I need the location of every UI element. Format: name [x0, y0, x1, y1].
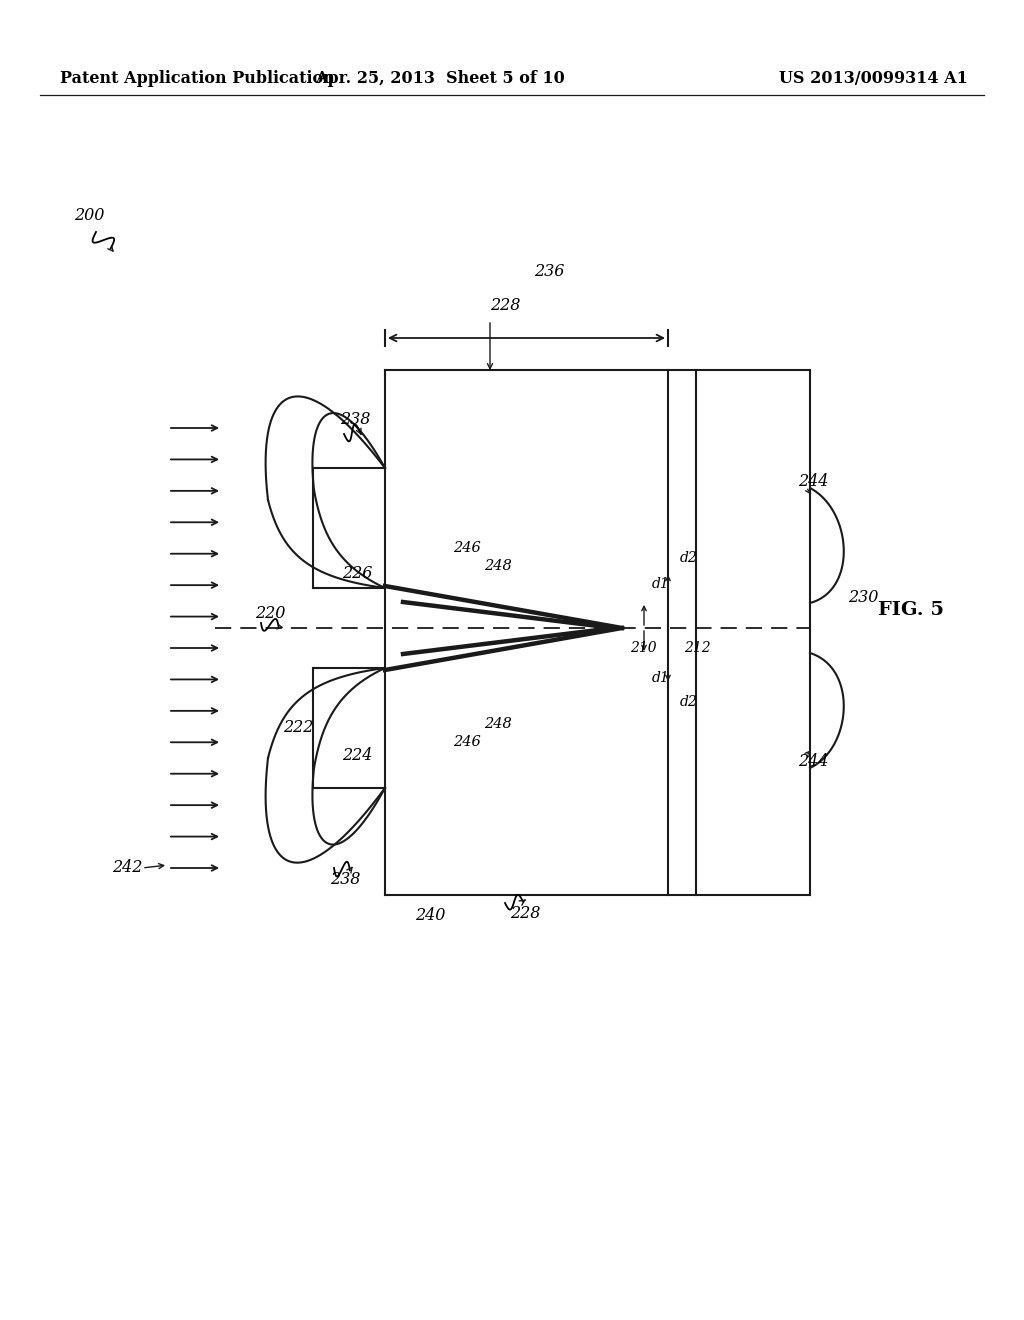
- Text: US 2013/0099314 A1: US 2013/0099314 A1: [779, 70, 968, 87]
- Text: d2: d2: [680, 550, 697, 565]
- Text: 222: 222: [283, 719, 313, 737]
- Text: 238: 238: [340, 412, 371, 429]
- Text: 238: 238: [330, 871, 360, 888]
- Text: 236: 236: [534, 264, 564, 281]
- Text: d2: d2: [680, 696, 697, 709]
- Text: Patent Application Publication: Patent Application Publication: [60, 70, 335, 87]
- Text: FIG. 5: FIG. 5: [878, 601, 944, 619]
- Text: 220: 220: [255, 606, 286, 623]
- Text: 226: 226: [342, 565, 373, 582]
- Text: d1: d1: [652, 577, 670, 591]
- Text: Apr. 25, 2013  Sheet 5 of 10: Apr. 25, 2013 Sheet 5 of 10: [315, 70, 565, 87]
- Text: 240: 240: [415, 908, 445, 924]
- Text: 228: 228: [490, 297, 520, 314]
- Text: 248: 248: [484, 717, 512, 731]
- Text: 246: 246: [453, 735, 480, 748]
- Text: 230: 230: [848, 590, 879, 606]
- Text: 246: 246: [453, 541, 480, 554]
- Text: 224: 224: [342, 747, 373, 763]
- Text: d1: d1: [652, 671, 670, 685]
- Text: 248: 248: [484, 558, 512, 573]
- Text: 244: 244: [798, 474, 828, 491]
- Text: 200: 200: [74, 206, 104, 223]
- Text: 210: 210: [630, 642, 656, 655]
- Text: 244: 244: [798, 754, 828, 771]
- Text: 242: 242: [112, 859, 142, 876]
- Text: 212: 212: [684, 642, 711, 655]
- Text: 228: 228: [510, 906, 541, 923]
